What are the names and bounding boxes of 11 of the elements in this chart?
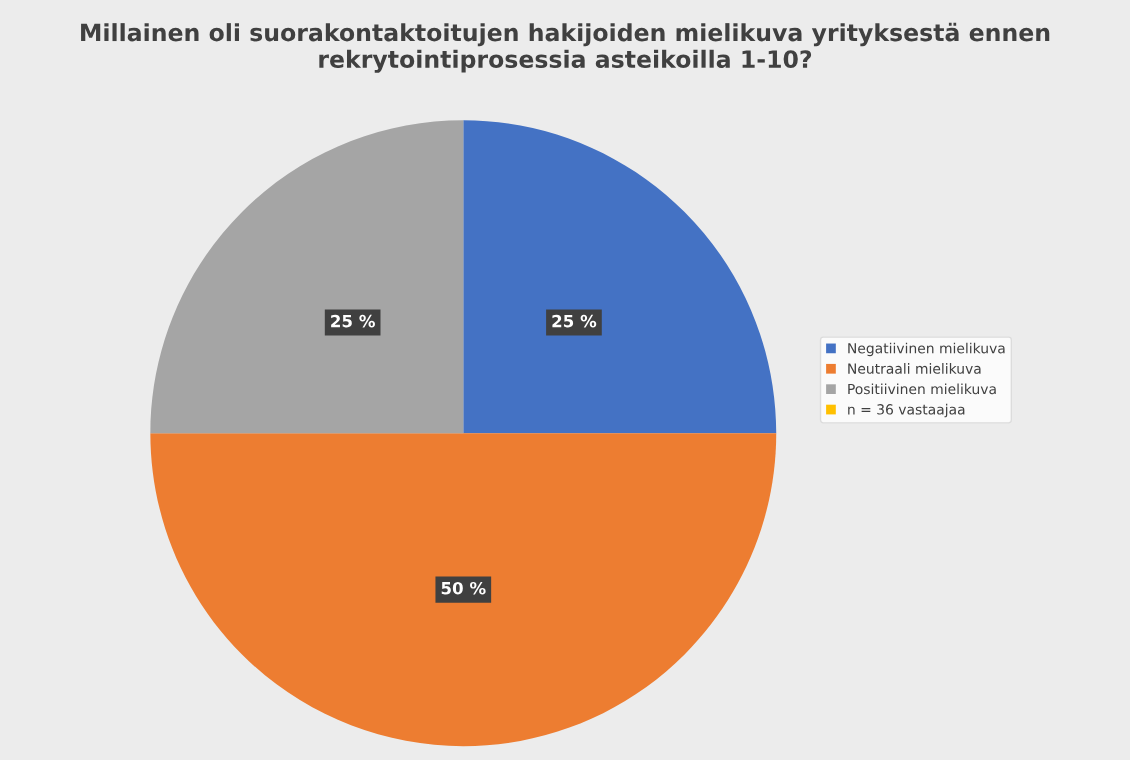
legend-label: Neutraali mielikuva xyxy=(848,363,981,374)
pie-slice xyxy=(150,120,464,434)
data-label: 25 % xyxy=(331,314,375,328)
legend-label: Positiivinen mielikuva xyxy=(848,383,996,395)
legend-label: Negatiivinen mielikuva xyxy=(848,342,1005,357)
chart-title: Millainen oli suorakontaktoitujen hakijoiden mielikuva yrityksestä ennen rekrytointiprosessia asteikoilla 1-10? xyxy=(81,22,1050,73)
pie-slice xyxy=(150,433,777,747)
data-label: 25 % xyxy=(552,314,597,328)
legend-label: n = 36 vastaajaa xyxy=(848,403,965,418)
pie-slice xyxy=(463,120,777,434)
data-label: 50 % xyxy=(441,581,486,595)
